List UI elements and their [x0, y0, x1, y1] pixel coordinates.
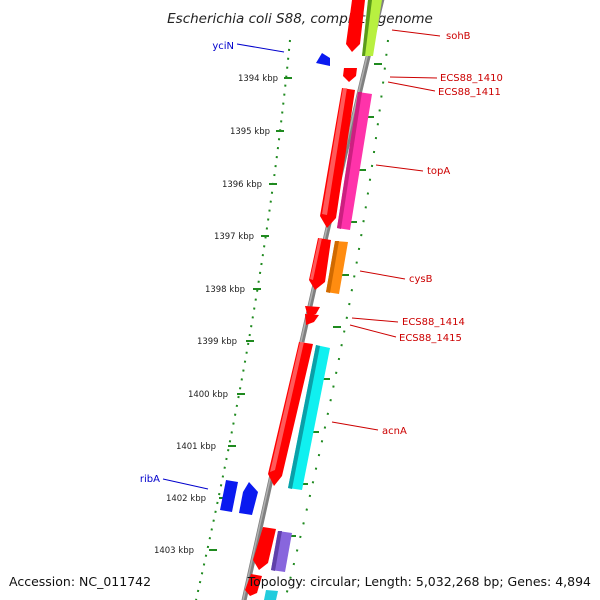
cds-sohB — [346, 0, 365, 52]
gene-labels: yciN sohB ECS88_1410 ECS88_1411 topA cys… — [140, 29, 503, 490]
map-title: Escherichia coli S88, complete genome — [167, 11, 433, 27]
accession-text: Accession: NC_011742 — [9, 574, 151, 589]
tick-label: 1395 kbp — [230, 127, 270, 137]
tick-label: 1401 kbp — [176, 442, 216, 452]
cds-ECS88-1410 — [343, 68, 357, 82]
cds-gene-a — [253, 527, 276, 570]
label-ribA: ribA — [140, 474, 160, 485]
label-ECS88_1415: ECS88_1415 — [399, 333, 462, 344]
label-acnA: acnA — [382, 426, 407, 437]
gene-ribA-2 — [239, 482, 258, 515]
tick-label: 1399 kbp — [197, 337, 237, 347]
ruler-track — [195, 39, 291, 600]
cds-ECS88-1414 — [305, 306, 320, 317]
ruler-ticks — [209, 77, 292, 551]
label-ECS88_1410: ECS88_1410 — [440, 73, 503, 84]
cds-cysB — [309, 238, 331, 290]
cog-teal — [264, 590, 278, 600]
cds-gene-b — [245, 574, 262, 596]
cog-track — [264, 0, 382, 600]
label-sohB: sohB — [446, 31, 471, 42]
label-cysB: cysB — [409, 274, 433, 285]
tick-label: 1398 kbp — [205, 285, 245, 295]
tick-label: 1402 kbp — [166, 494, 206, 504]
genome-backbone — [241, 0, 385, 600]
tick-label: 1397 kbp — [214, 232, 254, 242]
forward-genes — [220, 53, 330, 515]
gene-yciN — [316, 53, 330, 66]
tick-label: 1400 kbp — [188, 390, 228, 400]
ruler-tick-labels: 1394 kbp 1395 kbp 1396 kbp 1397 kbp 1398… — [154, 74, 278, 556]
label-ECS88_1411: ECS88_1411 — [438, 87, 501, 98]
gene-ribA-1 — [220, 480, 238, 512]
label-ECS88_1414: ECS88_1414 — [402, 317, 465, 328]
cds-ECS88-1415 — [305, 314, 319, 325]
genome-summary-text: Topology: circular; Length: 5,032,268 bp… — [247, 574, 591, 589]
label-topA: topA — [427, 166, 450, 177]
tick-label: 1396 kbp — [222, 180, 262, 190]
tick-label: 1403 kbp — [154, 546, 194, 556]
tick-label: 1394 kbp — [238, 74, 278, 84]
label-yciN: yciN — [212, 41, 234, 52]
